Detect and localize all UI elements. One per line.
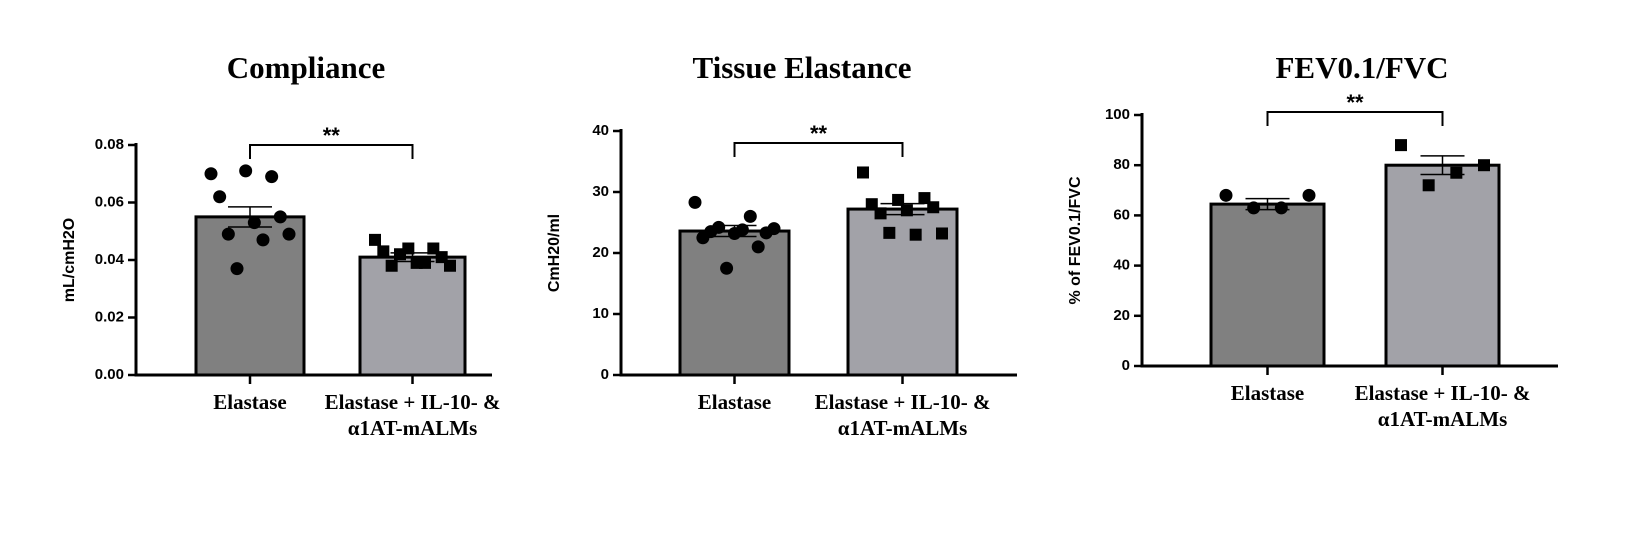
data-point: [900, 204, 913, 217]
data-point: [230, 262, 244, 276]
significance-label: **: [810, 121, 828, 146]
data-point: [874, 207, 887, 220]
chart-title: Tissue Elastance: [692, 50, 911, 85]
data-point: [909, 228, 922, 241]
x-tick-label-box: Elastase: [1230, 381, 1305, 405]
data-point: [728, 226, 741, 240]
data-point: [918, 192, 931, 205]
axes: [134, 143, 492, 377]
data-point: [743, 209, 757, 223]
data-point: [204, 167, 218, 181]
y-tick-label: 0.06: [95, 193, 124, 210]
y-tick-label: 0.02: [95, 308, 124, 325]
data-point: [1478, 159, 1490, 172]
y-tick-label: 40: [592, 122, 609, 139]
x-tick-label: Elastase: [697, 390, 772, 414]
data-point: [419, 256, 431, 269]
data-point: [394, 248, 406, 261]
data-point: [369, 233, 381, 246]
y-tick-label: 0: [1122, 357, 1130, 374]
y-tick-label: 0.00: [95, 366, 124, 383]
data-point: [1219, 188, 1233, 202]
bar: [194, 215, 306, 377]
data-point: [892, 193, 905, 206]
x-tick-label: Elastase + IL-10- & α1AT-mALMs: [814, 390, 991, 440]
significance-label: **: [323, 123, 341, 148]
data-point: [865, 198, 878, 211]
data-point: [273, 210, 287, 224]
axes: [1140, 113, 1558, 368]
bar: [358, 255, 467, 377]
data-point: [1395, 139, 1407, 152]
y-tick-label: 80: [1113, 156, 1130, 173]
data-point: [1247, 201, 1261, 215]
data-point: [1450, 166, 1463, 179]
bar: [1384, 163, 1501, 368]
x-tick-label-box: Elastase: [697, 390, 772, 414]
y-tick-label: 0.04: [95, 251, 125, 268]
data-point: [385, 259, 398, 272]
chart-title: FEV0.1/FVC: [1275, 50, 1448, 85]
x-tick-label-box: Elastase: [213, 390, 287, 414]
bar: [678, 229, 791, 377]
x-tick-label-box: Elastase + IL-10- & α1AT-mALMs: [324, 390, 501, 440]
data-point: [936, 227, 948, 240]
data-point: [265, 170, 279, 184]
data-point: [696, 231, 710, 245]
data-point: [239, 164, 253, 178]
data-point: [759, 226, 773, 240]
data-point: [927, 201, 940, 214]
y-tick-label: 30: [592, 183, 609, 200]
data-point: [720, 261, 734, 275]
data-point: [221, 227, 235, 241]
significance-label: **: [1346, 90, 1364, 115]
x-tick-label: Elastase + IL-10- & α1AT-mALMs: [1354, 381, 1531, 431]
data-point: [444, 259, 456, 272]
y-tick-label: 60: [1113, 206, 1130, 223]
data-point: [883, 226, 896, 239]
data-point: [857, 166, 869, 179]
x-tick-label: Elastase: [1230, 381, 1305, 405]
y-tick-label: 20: [1113, 307, 1130, 324]
data-point: [282, 227, 296, 241]
significance-bracket: [249, 144, 414, 159]
data-point: [751, 240, 765, 254]
data-point: [1422, 179, 1435, 192]
significance-bracket: [1266, 111, 1444, 126]
y-axis-label: CmH20/ml: [546, 214, 563, 292]
x-tick-label-box: Elastase + IL-10- & α1AT-mALMs: [814, 390, 991, 440]
y-tick-label: 20: [592, 244, 609, 261]
y-tick-label: 40: [1113, 257, 1130, 274]
panel: FEV0.1/FVC % of FEV0.1/FVC 0 20 40 60 80 100 Ela…: [1067, 50, 1558, 431]
data-point: [377, 245, 390, 258]
y-axis-label: % of FEV0.1/FVC: [1067, 176, 1084, 304]
y-axis-label: mL/cmH2O: [61, 218, 78, 302]
chart-title: Compliance: [227, 50, 385, 85]
panel: Compliance mL/cmH2O 0.00 0.02 0.04 0.06 0.08 El…: [61, 50, 501, 440]
bar: [1209, 202, 1326, 368]
data-point: [1302, 188, 1316, 202]
y-tick-label: 0.08: [95, 136, 124, 153]
significance-bracket: [733, 142, 904, 157]
data-point: [256, 233, 270, 247]
axes: [619, 129, 1017, 377]
data-point: [213, 190, 227, 204]
x-tick-label: Elastase + IL-10- & α1AT-mALMs: [324, 390, 501, 440]
x-tick-label-box: Elastase + IL-10- & α1AT-mALMs: [1354, 381, 1531, 431]
x-tick-label: Elastase: [213, 390, 287, 414]
y-tick-label: 0: [601, 366, 609, 383]
data-point: [1274, 201, 1288, 215]
y-tick-label: 10: [592, 305, 609, 322]
data-point: [247, 216, 261, 230]
y-tick-label: 100: [1105, 106, 1130, 123]
data-point: [688, 195, 702, 209]
panel: Tissue Elastance CmH20/ml 0 10 20 30 40 Elastas…: [546, 50, 1017, 440]
